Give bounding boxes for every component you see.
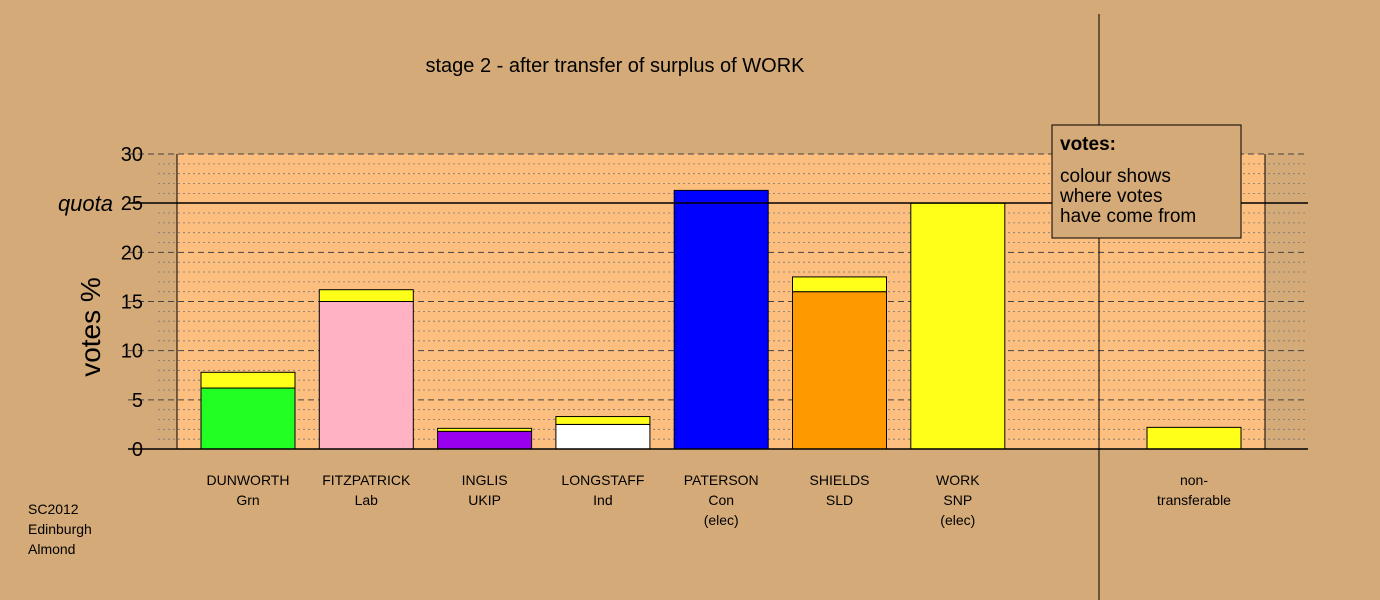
- bar-dunworth-label: Grn: [236, 492, 259, 508]
- candidate-labels: DUNWORTH Grn FITZPATRICK Lab INGLIS UKIP LONGS…: [207, 472, 1232, 528]
- bar-shields-label: SHIELDS: [810, 472, 870, 488]
- bar-shields-segment: [792, 291, 887, 450]
- chart-title: stage 2 - after transfer of surplus of W…: [425, 55, 805, 77]
- legend-box: votes: colour shows where votes have com…: [1051, 124, 1242, 239]
- bar-paterson-label: (elec): [704, 512, 739, 528]
- y-tick-label: 20: [121, 242, 143, 264]
- bar-inglis-label: INGLIS: [462, 472, 508, 488]
- bar-fitzpatrick-label: FITZPATRICK: [322, 472, 411, 488]
- bar-dunworth-segment: [200, 371, 296, 389]
- bar-fitzpatrick-label: Lab: [355, 492, 379, 508]
- legend-line-2: where votes: [1059, 186, 1162, 207]
- footer-line-1: SC2012: [28, 501, 79, 517]
- bar-work-label: SNP: [943, 492, 972, 508]
- footer-line-2: Edinburgh: [28, 521, 92, 537]
- bar-paterson-label: Con: [708, 492, 734, 508]
- y-axis-label: votes %: [75, 277, 106, 377]
- legend-line-1: colour shows: [1060, 166, 1171, 187]
- y-tick-label: 25: [121, 193, 143, 215]
- bar-longstaff-label: Ind: [593, 492, 612, 508]
- bar-work-label: WORK: [936, 472, 980, 488]
- bar-shields-label: SLD: [826, 492, 853, 508]
- bar-work-segment: [910, 202, 1006, 450]
- bar-fitzpatrick-segment: [318, 301, 414, 450]
- y-tick-label: 0: [132, 439, 143, 461]
- footer-line-3: Almond: [28, 541, 75, 557]
- bar-inglis-segment: [437, 430, 533, 450]
- y-tick-label: 10: [121, 341, 143, 363]
- y-tick-label: 15: [121, 292, 143, 314]
- bars: [200, 189, 1242, 450]
- bar-nontransferable-label: transferable: [1157, 492, 1231, 508]
- bar-paterson-label: PATERSON: [684, 472, 759, 488]
- bar-dunworth-label: DUNWORTH: [207, 472, 290, 488]
- bar-fitzpatrick-segment: [318, 289, 414, 303]
- legend-line-3: have come from: [1060, 206, 1196, 227]
- y-tick-label: 5: [132, 390, 143, 412]
- bar-nontransferable-segment: [1146, 426, 1242, 450]
- y-tick-label: 30: [121, 144, 143, 166]
- bar-shields-segment: [792, 276, 887, 293]
- legend-heading: votes:: [1060, 134, 1116, 155]
- quota-label: quota: [58, 191, 113, 216]
- bar-work-label: (elec): [940, 512, 975, 528]
- bar-inglis-segment: [437, 427, 533, 432]
- bar-paterson-segment: [673, 189, 769, 450]
- bar-inglis-label: UKIP: [468, 492, 501, 508]
- bar-longstaff-segment: [555, 423, 651, 450]
- bar-longstaff-segment: [555, 416, 651, 425]
- bar-dunworth-segment: [200, 387, 296, 450]
- bar-longstaff-label: LONGSTAFF: [561, 472, 644, 488]
- bar-nontransferable-label: non-: [1180, 472, 1208, 488]
- footer: SC2012 Edinburgh Almond: [28, 501, 92, 557]
- y-tick-labels: 0 5 10 15 20 25 30: [121, 144, 143, 461]
- legend-frame: [1051, 124, 1242, 239]
